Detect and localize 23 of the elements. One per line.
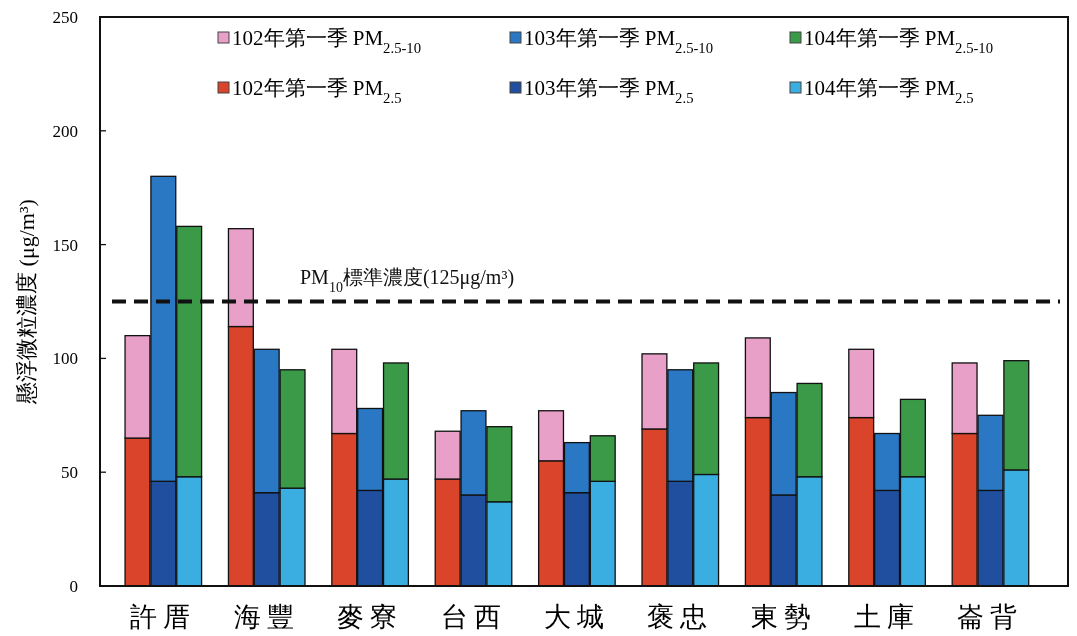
y-tick-label: 0 [69, 577, 78, 596]
y-tick-label: 200 [52, 121, 78, 141]
legend-label: 103年第一季 PM$_{2.5-10}$ [524, 26, 714, 56]
y-axis-title: 懸浮微粒濃度 (μg/m³) [14, 199, 39, 405]
x-tick-label: 海豐 [233, 602, 300, 632]
x-tick-label: 大城 [543, 602, 610, 632]
ref-line-label: PM$_{10}$標準濃度(125μg/m³) [300, 265, 515, 294]
x-tick-label: 褒忠 [647, 602, 714, 632]
x-tick-label: 麥寮 [337, 602, 404, 632]
legend-label: 102年第一季 PM$_{2.5-10}$ [232, 26, 422, 56]
legend-label: 103年第一季 PM$_{2.5}$ [524, 76, 694, 106]
y-tick-label: 100 [52, 349, 78, 369]
y-tick-label: 150 [52, 235, 78, 255]
legend-label: 102年第一季 PM$_{2.5}$ [232, 76, 402, 106]
y-tick-label: 250 [52, 8, 78, 27]
x-tick-label: 土庫 [854, 602, 921, 632]
legend-label: 104年第一季 PM$_{2.5-10}$ [804, 26, 994, 56]
x-tick-label: 東勢 [750, 602, 817, 632]
x-tick-label: 台西 [440, 602, 507, 632]
x-tick-label: 崙背 [957, 602, 1024, 632]
y-tick-label: 50 [61, 463, 78, 483]
legend-label: 104年第一季 PM$_{2.5}$ [804, 76, 974, 106]
x-tick-label: 許厝 [130, 602, 197, 632]
